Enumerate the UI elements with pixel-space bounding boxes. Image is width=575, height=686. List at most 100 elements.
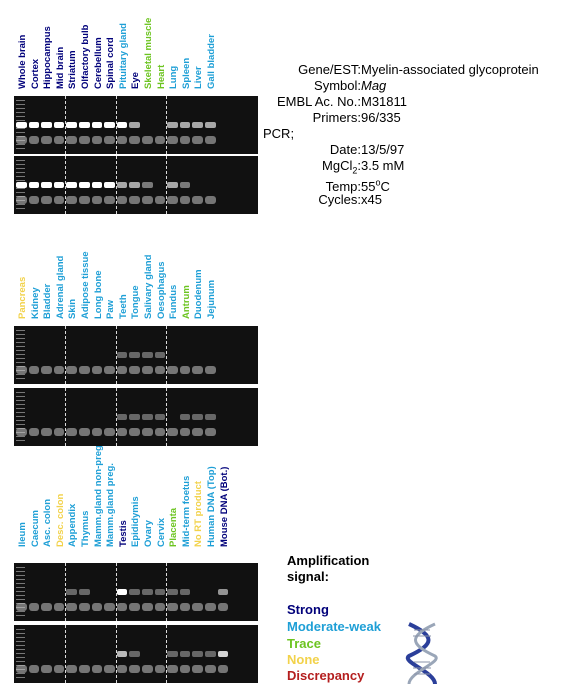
symbol-label: Symbol: — [314, 78, 361, 93]
primer-dimer-band — [179, 136, 191, 144]
lane-label-text: Duodenum — [193, 269, 205, 319]
primer-dimer-band — [66, 428, 77, 436]
lane-label-text: Oesophagus — [155, 261, 167, 319]
primer-dimer-band — [167, 136, 178, 144]
symbol-value: Mag — [361, 78, 387, 93]
lane-label: Adipose tissue — [78, 230, 91, 330]
temp-number: 55 — [361, 179, 376, 195]
lane-label: Appendix — [65, 458, 79, 558]
primer-dimer-band — [104, 665, 115, 673]
pcr-product-band — [179, 414, 191, 420]
lane-separator — [166, 326, 168, 384]
primer-dimer-band — [179, 665, 191, 673]
pcr-product-band — [79, 182, 90, 188]
primer-dimer-band — [28, 366, 40, 374]
lane-label: Duodenum — [191, 230, 205, 330]
primer-dimer-band — [129, 366, 140, 374]
pcr-product-band — [179, 182, 191, 188]
lane-separator — [115, 326, 117, 384]
temp-label: Temp: — [325, 179, 361, 195]
mgcl-label-subscript: 2 — [352, 165, 358, 176]
pcr-product-band — [41, 182, 52, 188]
primer-dimer-band — [205, 136, 216, 144]
pcr-product-band — [53, 122, 65, 128]
pcr-product-band — [167, 182, 178, 188]
lane-separator — [65, 388, 67, 446]
primer-dimer-band — [66, 603, 77, 611]
lane-label: Bladder — [40, 230, 54, 330]
lane-label: Caecum — [28, 458, 41, 558]
lane-label-text: Jejunum — [206, 279, 217, 319]
lane-label: Fundus — [166, 230, 179, 330]
pcr-product-band — [129, 122, 140, 128]
primers-row: Primers:96/335 — [260, 110, 401, 126]
primer-dimer-band — [154, 196, 166, 204]
lane-separator — [115, 563, 117, 621]
date-value: 13/5/97 — [361, 142, 405, 157]
primer-dimer-band — [154, 603, 166, 611]
primer-dimer-band — [154, 366, 166, 374]
primer-dimer-band — [154, 665, 166, 673]
lane-label: Mamm.gland preg. — [103, 458, 116, 558]
lane-label: Mamm.gland non-preg. — [91, 443, 104, 558]
primer-dimer-band — [154, 428, 166, 436]
primer-dimer-band — [79, 603, 90, 611]
date-row: Date:13/5/97 — [260, 142, 404, 158]
primer-dimer-band — [91, 136, 103, 144]
primer-dimer-band — [192, 665, 203, 673]
lane-separator — [65, 96, 67, 154]
primers-label: Primers: — [312, 110, 361, 125]
primer-dimer-band — [205, 366, 216, 374]
primer-dimer-band — [53, 366, 65, 374]
lane-separator — [115, 156, 117, 214]
lane-label-text: Mouse DNA (Bot.) — [218, 466, 230, 547]
lane-label-text: Bladder — [42, 283, 54, 319]
pcr-product-band — [129, 589, 140, 595]
primer-dimer-band — [116, 136, 128, 144]
pcr-product-band — [142, 182, 153, 188]
lane-label-text: Antrum — [180, 285, 192, 319]
pcr-product-band — [91, 122, 103, 128]
mgcl-row: MgCl2:3.5 mM — [260, 158, 404, 179]
legend-title: Amplification signal: — [287, 553, 370, 584]
lane-label: Mouse DNA (Bot.) — [217, 458, 230, 558]
pcr-product-band — [179, 651, 191, 657]
panel-3-lane-labels: Ileum Caecum Asc. colon Desc. colon Appendix… — [14, 443, 258, 558]
mgcl-label-colon: : — [357, 158, 361, 173]
pcr-product-band — [167, 122, 178, 128]
legend-discrepancy: Discrepancy — [287, 668, 365, 683]
mgcl-value: 3.5 mM — [361, 158, 405, 173]
pcr-product-band — [104, 182, 115, 188]
primer-dimer-band — [41, 136, 52, 144]
mgcl-label-text: MgCl — [322, 158, 353, 173]
primer-dimer-band — [192, 428, 203, 436]
primer-dimer-band — [129, 428, 140, 436]
pcr-product-band — [79, 589, 90, 595]
primer-dimer-band — [41, 603, 52, 611]
lane-label: Epididymis — [128, 458, 141, 558]
lane-label: Adrenal gland — [53, 230, 66, 330]
primer-dimer-band — [41, 196, 52, 204]
primer-dimer-band — [16, 136, 27, 144]
primer-dimer-band — [129, 136, 140, 144]
lane-label: Thymus — [78, 458, 91, 558]
lane-label-text: Long bone — [92, 270, 104, 319]
lane-label-text: Mamm.gland non-preg. — [92, 442, 104, 548]
pcr-product-band — [192, 122, 203, 128]
lane-label: Pancreas — [15, 230, 28, 330]
primer-dimer-band — [154, 136, 166, 144]
lane-label: Antrum — [179, 230, 192, 330]
lane-label-text: No RT product — [193, 481, 205, 547]
pcr-product-band — [79, 122, 90, 128]
lane-label-text: Appendix — [67, 503, 79, 547]
primer-dimer-band — [116, 366, 128, 374]
primer-dimer-band — [79, 136, 90, 144]
primer-dimer-band — [53, 428, 65, 436]
pcr-product-band — [205, 414, 216, 420]
lane-separator — [65, 156, 67, 214]
primer-dimer-band — [116, 603, 128, 611]
lane-label: Ileum — [15, 458, 28, 558]
panel-3-gel-top — [14, 563, 258, 621]
panel-2-gel-top — [14, 326, 258, 384]
primer-dimer-band — [91, 603, 103, 611]
